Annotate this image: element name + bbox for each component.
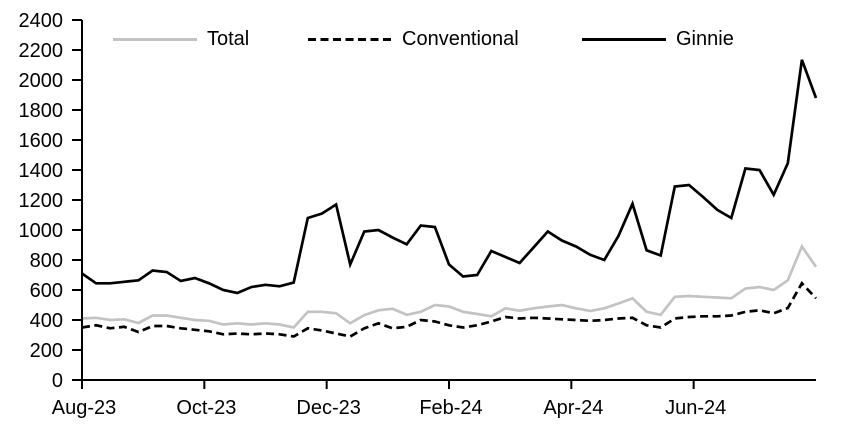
y-tick-label: 1800 [19, 100, 64, 122]
x-tick-label: Oct-23 [176, 397, 236, 419]
x-tick-label: Apr-24 [543, 397, 603, 419]
legend-item-total: Total [113, 28, 249, 50]
y-tick-label: 400 [30, 310, 63, 332]
legend-label-total: Total [207, 28, 250, 50]
y-tick-label: 1400 [19, 160, 64, 182]
y-tick-label: 2000 [19, 70, 64, 92]
series-lines [81, 59, 818, 338]
series-line-conventional [81, 281, 817, 338]
x-tick-label: Jun-24 [665, 397, 726, 419]
x-tick-label: Feb-24 [419, 397, 482, 419]
y-tick-label: 1000 [19, 220, 64, 242]
total-line-swatch [113, 37, 197, 41]
y-tick-label: 1600 [19, 130, 64, 152]
x-tick-label: Aug-23 [52, 397, 117, 419]
y-axis: 0 200 400 600 800 1000 1200 1400 1600 1800 2000 220… [19, 10, 83, 392]
y-tick-label: 800 [30, 250, 63, 272]
y-tick-label: 0 [52, 370, 63, 392]
y-tick-label: 1200 [19, 190, 64, 212]
y-tick-label: 2200 [19, 40, 64, 62]
ginnie-line-swatch [582, 37, 666, 41]
y-tick-label: 200 [30, 340, 63, 362]
chart-legend: Total Conventional Ginnie [0, 28, 852, 50]
legend-item-ginnie: Ginnie [582, 28, 734, 50]
y-tick-label: 600 [30, 280, 63, 302]
legend-item-conventional: Conventional [308, 28, 519, 50]
x-axis: Aug-23 Oct-23 Dec-23 Feb-24 Apr-24 Jun-24 [52, 379, 816, 419]
legend-label-ginnie: Ginnie [676, 28, 734, 50]
conventional-line-swatch [308, 37, 392, 41]
legend-label-conventional: Conventional [402, 28, 519, 50]
y-tick-label: 2400 [19, 10, 64, 32]
series-line-ginnie [81, 59, 818, 295]
x-tick-label: Dec-23 [296, 397, 360, 419]
series-line-total [81, 243, 818, 329]
